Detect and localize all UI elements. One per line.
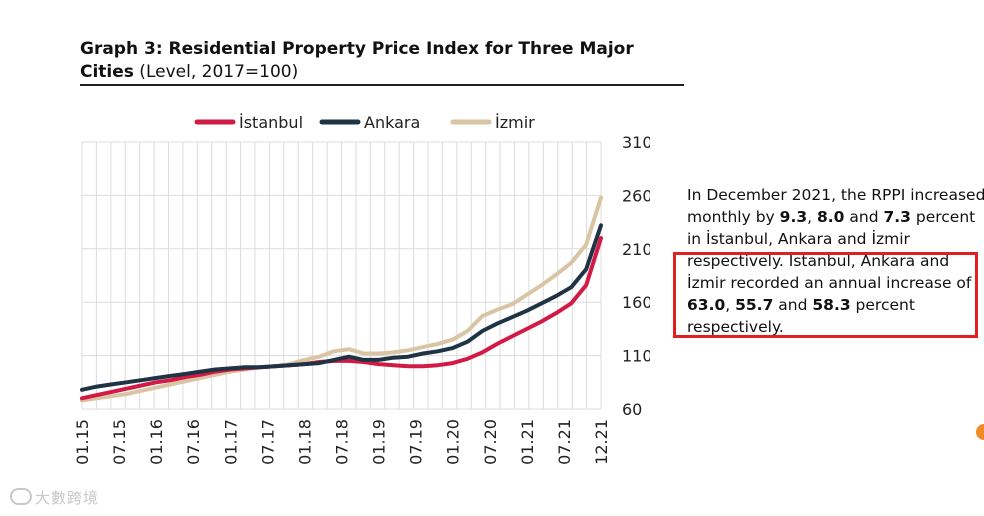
watermark-logo-icon — [10, 488, 32, 505]
x-tick-label: 07.18 — [333, 419, 352, 465]
x-tick-label: 01.19 — [370, 419, 389, 465]
x-tick-label: 07.16 — [184, 419, 203, 465]
x-tick-label: 01.20 — [444, 419, 463, 465]
series-line — [80, 236, 603, 401]
legend-label: Ankara — [364, 113, 420, 132]
line-chart: 60 110 160 210 260 310 01.15 07.15 01.16 07.16 01.… — [73, 113, 650, 465]
x-tick-label: 01.15 — [73, 419, 92, 465]
edge-decoration — [976, 424, 984, 440]
series-line — [80, 223, 603, 392]
y-tick-label: 160 — [622, 293, 650, 312]
legend-label: İstanbul — [239, 113, 303, 132]
x-tick-label: 07.20 — [481, 419, 500, 465]
y-tick-label: 260 — [622, 186, 650, 205]
series-line — [80, 195, 603, 403]
x-tick-label: 07.15 — [110, 419, 129, 465]
x-tick-label: 01.16 — [147, 419, 166, 465]
title-divider — [80, 84, 684, 86]
legend-label: İzmir — [495, 113, 535, 132]
watermark: 大數跨境 — [10, 487, 99, 508]
x-tick-label: 07.21 — [555, 419, 574, 465]
x-tick-label: 01.21 — [518, 419, 537, 465]
highlight-box — [673, 252, 978, 338]
summary-text: In December 2021, the RPPI increased mon… — [687, 186, 984, 336]
x-tick-label: 07.17 — [258, 419, 277, 465]
y-tick-label: 110 — [622, 347, 650, 366]
x-tick-label: 12.21 — [592, 419, 611, 465]
x-tick-label: 01.17 — [221, 419, 240, 465]
y-tick-label: 60 — [622, 400, 642, 419]
y-tick-label: 210 — [622, 240, 650, 259]
chart-title: Graph 3: Residential Property Price Inde… — [80, 39, 634, 82]
x-tick-label: 01.18 — [295, 419, 314, 465]
x-tick-label: 07.19 — [407, 419, 426, 465]
y-tick-label: 310 — [622, 133, 650, 152]
